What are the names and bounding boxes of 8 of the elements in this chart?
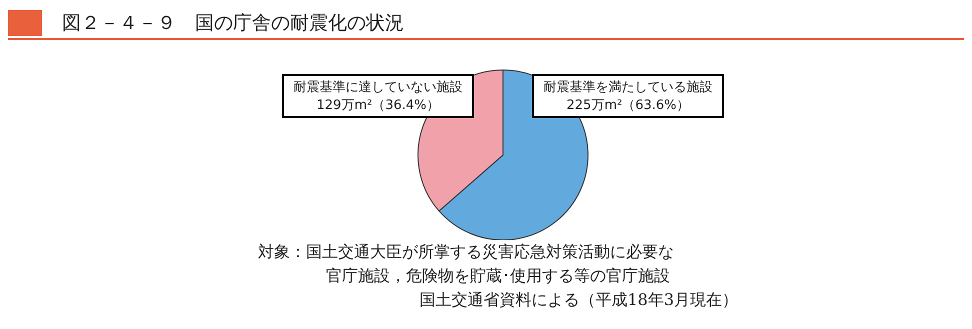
slice-label: 耐震基準を満たしている施設 [544,80,712,95]
text: 対象：国土交通大臣が所掌する災害応急対策活動に必要な [258,241,675,263]
data-label: 225万m²（63.6%） [566,98,690,113]
chart-title: 図２－４－９ 国の庁舎の耐震化の状況 [62,11,404,36]
slice-label: 耐震基準に達していない施設 [294,80,462,95]
data-label: 129万m²（36.4%） [316,98,440,113]
text: 官庁施設，危険物を貯蔵･使用する等の官庁施設 [325,265,671,287]
text: 国土交通省資料による（平成18年3月現在） [418,289,738,311]
